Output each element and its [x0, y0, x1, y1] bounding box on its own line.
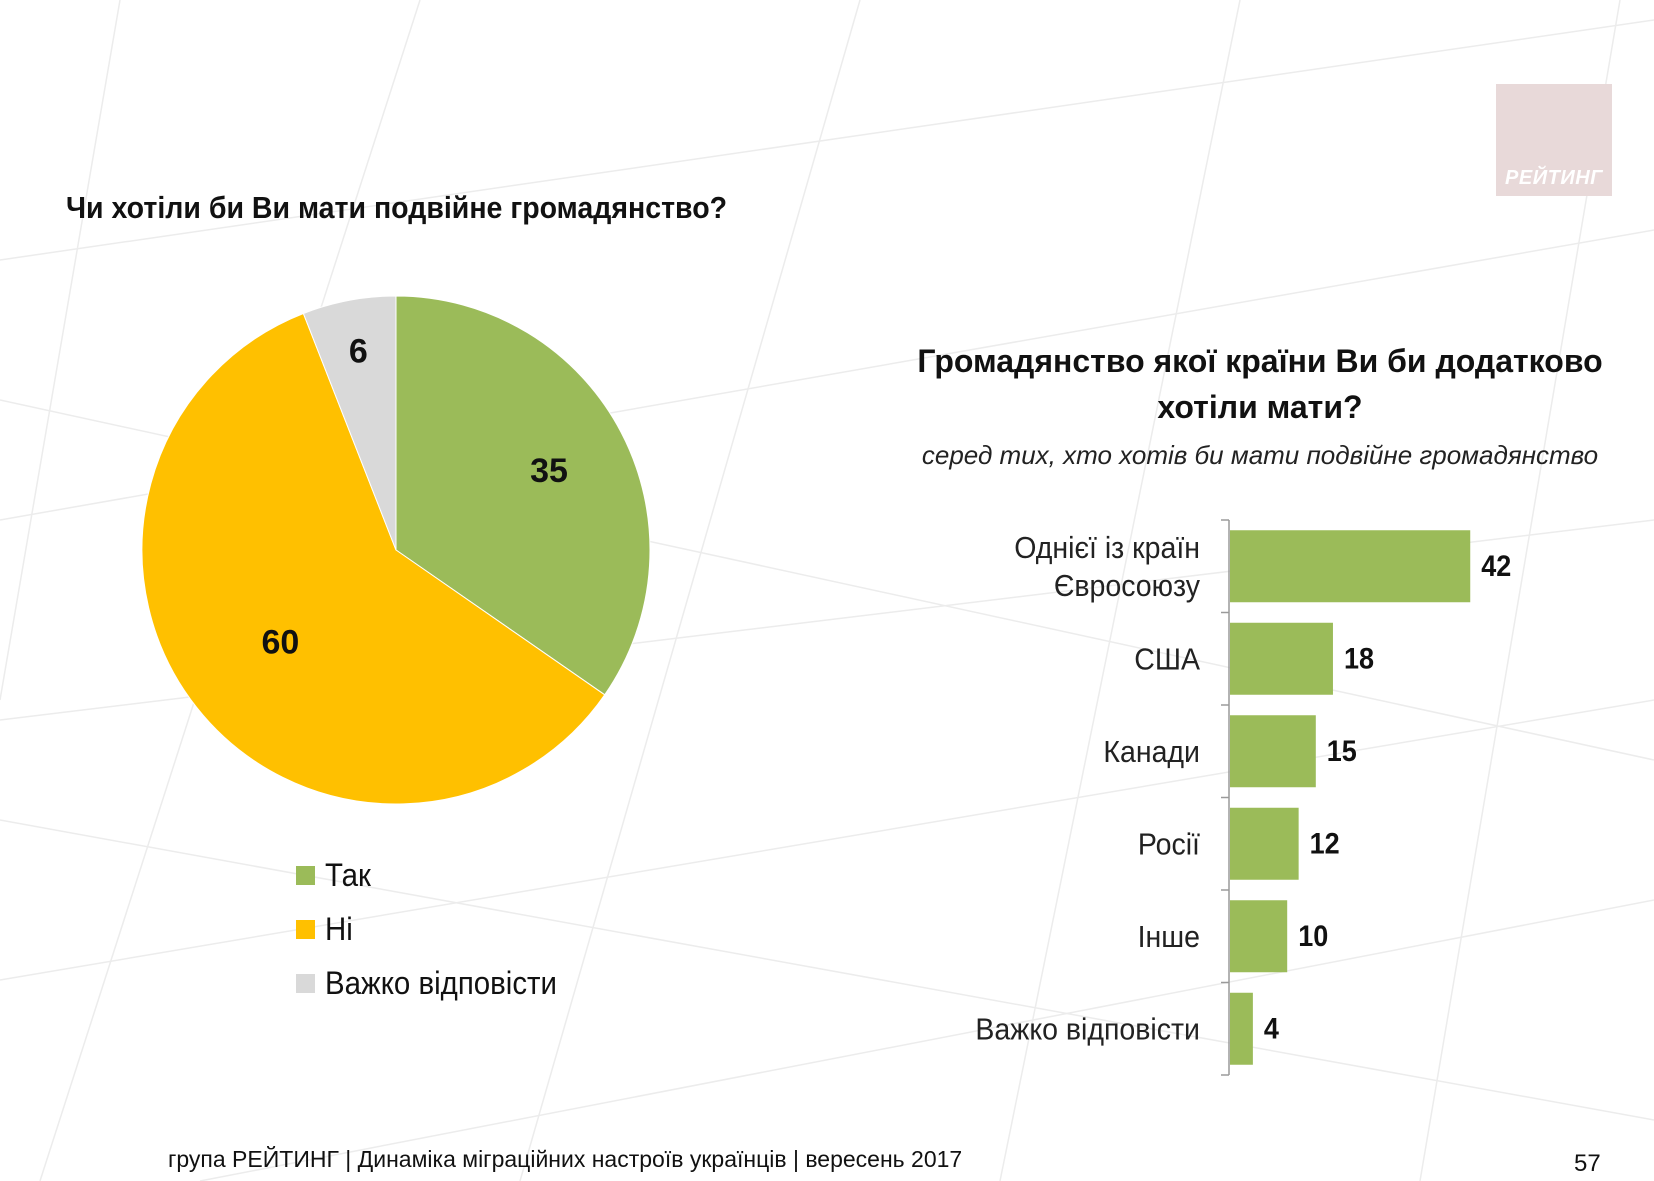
pie-slice-hard-to-say [302, 295, 397, 551]
bar-chart-title: Громадянство якої країни Ви би додатково… [917, 343, 1603, 425]
legend-label-yes: Так [325, 856, 371, 893]
pie-legend: Так Ні Важко відповісти [296, 848, 577, 1010]
legend-label-no: Ні [325, 910, 353, 947]
pie-label-hard-to-say: 6 [349, 332, 368, 370]
pie-label-yes: 35 [530, 452, 568, 490]
pie-slice-yes [395, 295, 651, 696]
rating-logo: РЕЙТИНГ [1496, 84, 1612, 196]
legend-item-hard-to-say: Важко відповісти [296, 956, 577, 1010]
footer-text: група РЕЙТИНГ | Динаміка міграційних нас… [168, 1146, 963, 1172]
legend-label-hard-to-say: Важко відповісти [325, 964, 557, 1001]
legend-item-no: Ні [296, 902, 577, 956]
pie-chart-title: Чи хотіли би Ви мати подвійне громадянст… [66, 190, 728, 225]
legend-swatch-yes [296, 865, 315, 885]
page-number: 57 [1574, 1150, 1601, 1177]
pie-slice-no [141, 312, 606, 805]
legend-swatch-hard-to-say [296, 973, 315, 993]
bar-chart-subtitle: серед тих, хто хотів би мати подвійне гр… [921, 440, 1599, 470]
legend-item-yes: Так [296, 848, 577, 902]
legend-swatch-no [296, 919, 315, 939]
pie-label-no: 60 [261, 623, 299, 661]
pie-chart: 35 60 6 [141, 295, 651, 805]
logo-text: РЕЙТИНГ [1505, 167, 1603, 189]
